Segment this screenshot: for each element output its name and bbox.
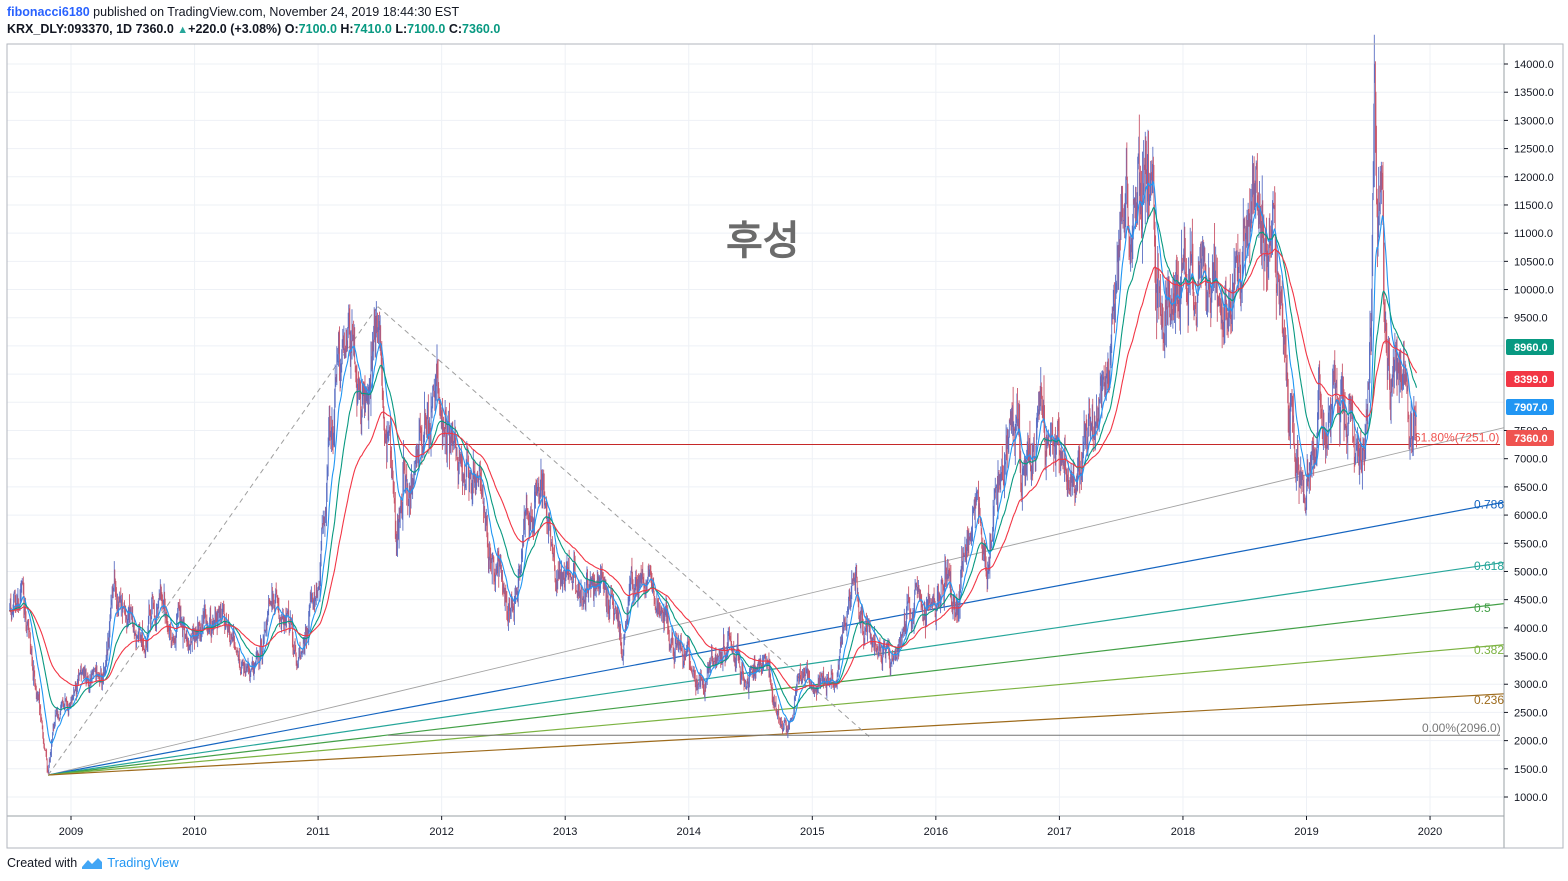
y-tick-label: 1500.0 bbox=[1514, 764, 1548, 776]
fib-level-0-label: 0.00%(2096.0) bbox=[1422, 721, 1501, 735]
x-tick-label: 2010 bbox=[182, 826, 206, 838]
chart-title: 후성 bbox=[726, 218, 800, 264]
x-tick-label: 2013 bbox=[553, 826, 577, 838]
open-value: 7100.0 bbox=[298, 22, 337, 36]
y-tick-label: 5000.0 bbox=[1514, 566, 1548, 578]
fib-fan-label: 0.5 bbox=[1474, 601, 1491, 615]
y-tick-label: 14000.0 bbox=[1514, 59, 1554, 71]
price-badge-label: 7360.0 bbox=[1514, 433, 1548, 445]
x-tick-label: 2018 bbox=[1171, 826, 1195, 838]
y-tick-label: 4500.0 bbox=[1514, 595, 1548, 607]
price-badge bbox=[1506, 399, 1554, 415]
high-value: 7410.0 bbox=[353, 22, 392, 36]
x-tick-label: 2016 bbox=[924, 826, 948, 838]
moving-average-line bbox=[9, 248, 1418, 691]
y-tick-label: 2000.0 bbox=[1514, 736, 1548, 748]
moving-averages bbox=[8, 180, 1418, 744]
change-value: +220.0 (+3.08%) bbox=[188, 22, 282, 36]
published-text: published on TradingView.com, November 2… bbox=[89, 5, 460, 19]
author-link[interactable]: fibonacci6180 bbox=[7, 5, 90, 19]
moving-average-line bbox=[9, 207, 1418, 711]
moving-average-line bbox=[8, 180, 1418, 744]
x-tick-label: 2015 bbox=[800, 826, 824, 838]
price-badge-label: 7907.0 bbox=[1514, 402, 1548, 414]
open-label: O: bbox=[284, 22, 299, 36]
change-up-icon: ▲ bbox=[177, 24, 189, 36]
fib-fan-ray[interactable] bbox=[48, 693, 1505, 776]
x-tick-label: 2019 bbox=[1294, 826, 1318, 838]
x-tick-label: 2017 bbox=[1047, 826, 1071, 838]
fib-retracement[interactable]: 61.80%(7251.0) 0.00%(2096.0) bbox=[47, 306, 1501, 776]
footer: Created with TradingView bbox=[7, 855, 179, 870]
created-with-text: Created with bbox=[7, 855, 78, 870]
x-tick-label: 2011 bbox=[306, 826, 330, 838]
y-tick-label: 6000.0 bbox=[1514, 510, 1548, 522]
price-badge bbox=[1506, 339, 1554, 355]
price-badge bbox=[1506, 430, 1554, 446]
y-tick-label: 12500.0 bbox=[1514, 144, 1554, 156]
outer-border bbox=[6, 43, 1564, 849]
fib-fan-label: 0.382 bbox=[1474, 643, 1504, 657]
fib-fan-label: 0.618 bbox=[1474, 559, 1504, 573]
high-label: H: bbox=[340, 22, 354, 36]
ohlc-line: KRX_DLY:093370, 1D 7360.0 ▲+220.0 (+3.08… bbox=[7, 22, 500, 36]
y-tick-label: 13000.0 bbox=[1514, 115, 1554, 127]
last-price: 7360.0 bbox=[135, 22, 174, 36]
y-tick-label: 3500.0 bbox=[1514, 651, 1548, 663]
price-badge-label: 8960.0 bbox=[1514, 342, 1548, 354]
close-label: C: bbox=[448, 22, 463, 36]
fib-fan-ray[interactable] bbox=[48, 501, 1505, 776]
y-tick-label: 4000.0 bbox=[1514, 623, 1548, 635]
y-tick-label: 10000.0 bbox=[1514, 285, 1554, 297]
low-value: 7100.0 bbox=[407, 22, 446, 36]
publish-line: fibonacci6180 published on TradingView.c… bbox=[7, 5, 459, 19]
close-value: 7360.0 bbox=[462, 22, 501, 36]
fib-fan-label: 0.786 bbox=[1474, 497, 1504, 511]
fib-fan[interactable]: 0.786 0.618 0.5 0.382 0.236 bbox=[48, 427, 1505, 776]
tradingview-logo-icon bbox=[82, 857, 103, 869]
price-badge bbox=[1506, 371, 1554, 387]
symbol-label: KRX_DLY:093370, 1D bbox=[7, 22, 133, 36]
price-badge-label: 8399.0 bbox=[1514, 374, 1548, 386]
time-axis[interactable]: 2009 2010 2011 2012 2013 2014 2015 2016 2017 2018… bbox=[59, 816, 1443, 838]
y-tick-label: 2500.0 bbox=[1514, 707, 1548, 719]
candles bbox=[9, 34, 1418, 775]
y-tick-label: 5500.0 bbox=[1514, 538, 1548, 550]
fib-trend-leg[interactable] bbox=[47, 306, 379, 776]
y-tick-label: 9500.0 bbox=[1514, 313, 1548, 325]
y-tick-label: 6500.0 bbox=[1514, 482, 1548, 494]
tradingview-brand[interactable]: TradingView bbox=[107, 855, 179, 870]
y-tick-label: 7000.0 bbox=[1514, 454, 1548, 466]
y-tick-label: 3000.0 bbox=[1514, 679, 1548, 691]
x-tick-label: 2014 bbox=[677, 826, 701, 838]
y-tick-label: 11000.0 bbox=[1514, 228, 1553, 240]
price-badges: 8960.0 8399.0 7907.0 7360.0 bbox=[1506, 339, 1554, 446]
low-label: L: bbox=[395, 22, 408, 36]
fib-trend-leg[interactable] bbox=[377, 306, 871, 738]
x-tick-label: 2012 bbox=[429, 826, 453, 838]
chart-frame bbox=[6, 43, 1564, 849]
x-tick-label: 2020 bbox=[1418, 826, 1442, 838]
grid bbox=[7, 44, 1504, 816]
y-tick-label: 10500.0 bbox=[1514, 256, 1554, 268]
fib-fan-label: 0.236 bbox=[1474, 693, 1504, 707]
y-tick-label: 11500.0 bbox=[1514, 200, 1553, 212]
fib-fan-ray[interactable] bbox=[48, 561, 1505, 776]
y-tick-label: 13500.0 bbox=[1514, 87, 1554, 99]
y-tick-label: 12000.0 bbox=[1514, 172, 1554, 184]
fib-level-618-label: 61.80%(7251.0) bbox=[1414, 431, 1499, 445]
fib-fan-ray[interactable] bbox=[48, 427, 1505, 776]
y-tick-label: 1000.0 bbox=[1514, 792, 1548, 804]
x-tick-label: 2009 bbox=[59, 826, 83, 838]
